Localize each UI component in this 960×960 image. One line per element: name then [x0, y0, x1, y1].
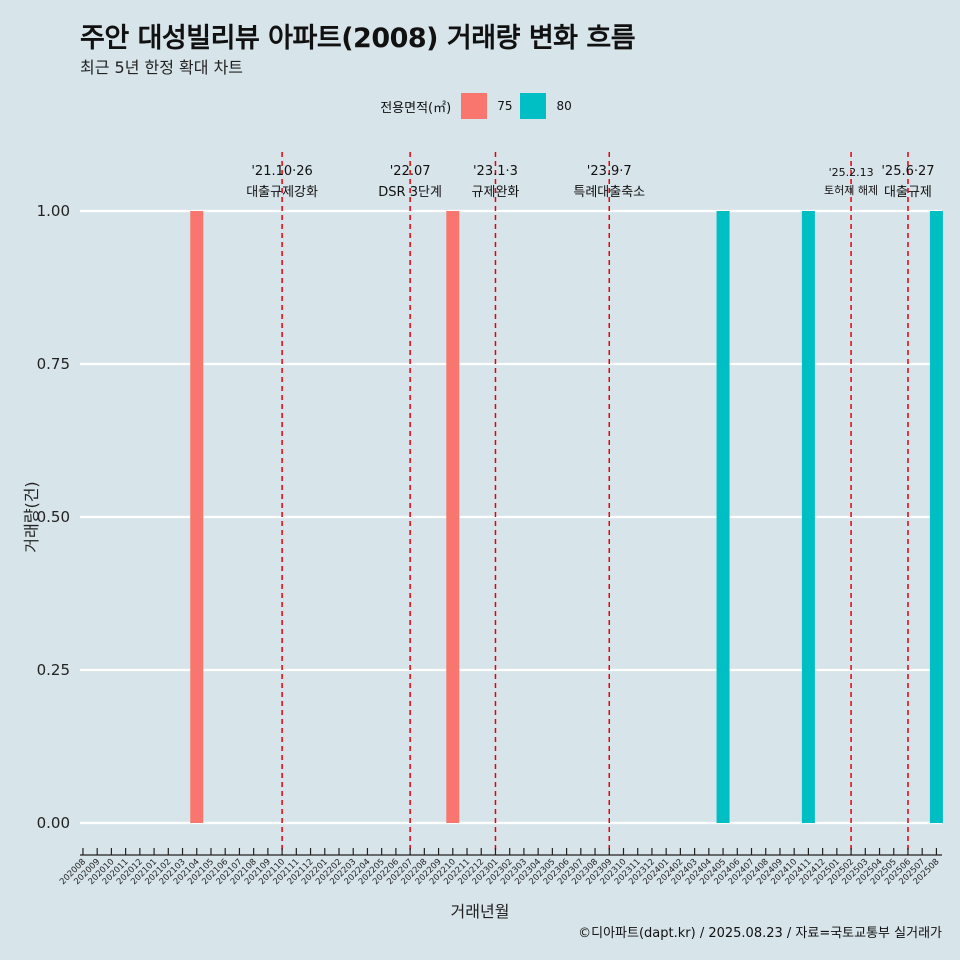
- legend: 전용면적(㎡) 75 80: [0, 93, 960, 119]
- legend-key-80: [520, 93, 547, 119]
- event-date-label: '23.9·7: [587, 164, 632, 179]
- event-name-label: 대출규제: [884, 185, 932, 200]
- bar-80-202405: [716, 211, 730, 823]
- source-caption: ©디아파트(dapt.kr) / 2025.08.23 / 자료=국토교통부 실…: [578, 926, 942, 941]
- legend-title: 전용면적(㎡): [380, 100, 452, 116]
- event-name-label: 규제완화: [472, 185, 520, 200]
- event-name-label: 특례대출축소: [573, 185, 645, 200]
- bar-80-202508: [929, 211, 943, 823]
- event-name-label: 대출규제강화: [246, 185, 318, 200]
- bar-80-202411: [801, 211, 815, 823]
- y-tick-label: 0.00: [37, 814, 70, 832]
- event-date-label: '23.1·3: [473, 164, 518, 179]
- bar-75-202210: [446, 211, 460, 823]
- bar-75-202104: [190, 211, 204, 823]
- y-tick-label: 0.50: [37, 508, 70, 526]
- y-axis-label: 거래량(건): [22, 481, 41, 553]
- legend-key-75: [461, 93, 488, 119]
- y-tick-label: 1.00: [37, 202, 70, 220]
- x-axis-label: 거래년월: [450, 902, 510, 921]
- chart-subtitle: 최근 5년 한정 확대 차트: [80, 58, 244, 77]
- event-name-label: 토허제 해제: [824, 183, 878, 197]
- event-date-label: '25.2.13: [829, 166, 874, 179]
- event-date-label: '21.10·26: [251, 164, 312, 179]
- event-date-label: '22.07: [390, 164, 431, 179]
- event-name-label: DSR 3단계: [378, 185, 442, 200]
- event-date-label: '25.6·27: [881, 164, 934, 179]
- legend-label-80: 80: [556, 99, 572, 113]
- y-tick-label: 0.25: [37, 661, 70, 679]
- y-tick-label: 0.75: [37, 355, 70, 373]
- chart-title: 주안 대성빌리뷰 아파트(2008) 거래량 변화 흐름: [80, 23, 636, 54]
- legend-label-75: 75: [497, 99, 513, 113]
